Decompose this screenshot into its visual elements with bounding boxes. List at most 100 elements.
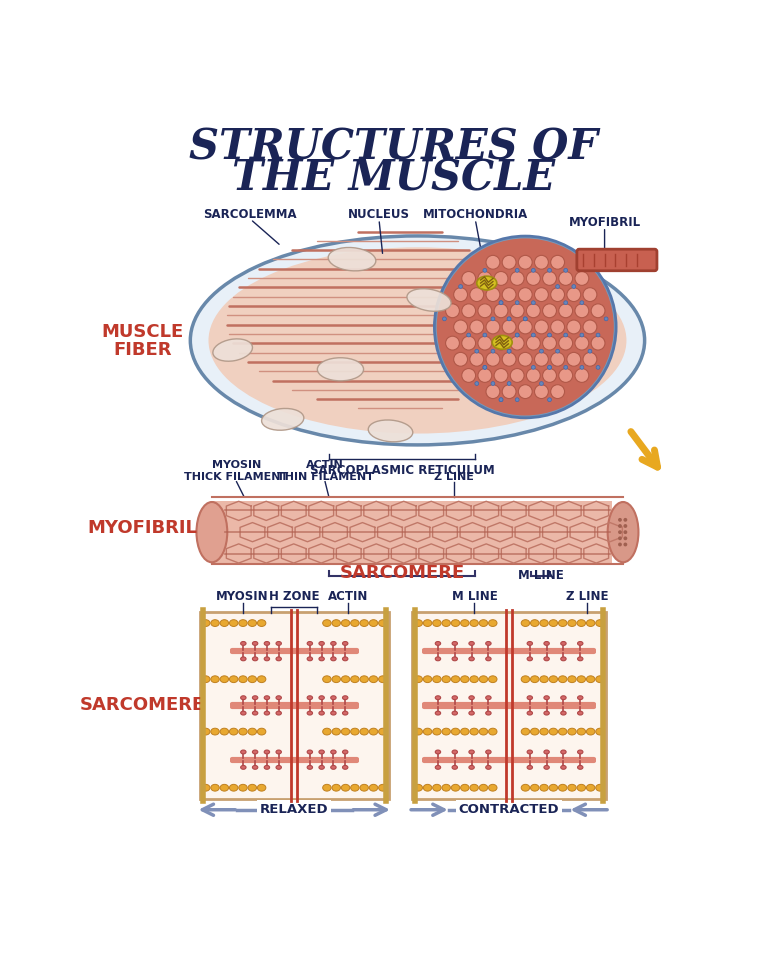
- Ellipse shape: [461, 729, 469, 735]
- Circle shape: [467, 333, 471, 337]
- Ellipse shape: [351, 620, 359, 627]
- Circle shape: [507, 317, 511, 321]
- Ellipse shape: [578, 750, 583, 754]
- Circle shape: [618, 530, 622, 534]
- Ellipse shape: [577, 620, 585, 627]
- Circle shape: [543, 336, 557, 350]
- Ellipse shape: [264, 641, 270, 645]
- Ellipse shape: [544, 641, 549, 645]
- Circle shape: [618, 542, 622, 546]
- Circle shape: [531, 300, 535, 304]
- Circle shape: [442, 317, 446, 321]
- Ellipse shape: [239, 676, 247, 683]
- Ellipse shape: [587, 676, 595, 683]
- Circle shape: [502, 255, 516, 269]
- Ellipse shape: [488, 676, 497, 683]
- Ellipse shape: [341, 676, 349, 683]
- Circle shape: [518, 255, 532, 269]
- Ellipse shape: [587, 620, 595, 627]
- Circle shape: [551, 255, 564, 269]
- Ellipse shape: [452, 765, 458, 769]
- Ellipse shape: [262, 408, 304, 430]
- Ellipse shape: [331, 750, 336, 754]
- Ellipse shape: [379, 729, 387, 735]
- Ellipse shape: [201, 729, 210, 735]
- Ellipse shape: [470, 676, 478, 683]
- Ellipse shape: [568, 729, 576, 735]
- Ellipse shape: [276, 696, 281, 700]
- Ellipse shape: [220, 784, 229, 791]
- Circle shape: [470, 352, 484, 366]
- Ellipse shape: [469, 750, 475, 754]
- Ellipse shape: [253, 641, 258, 645]
- Ellipse shape: [240, 765, 246, 769]
- Ellipse shape: [307, 641, 313, 645]
- Ellipse shape: [240, 711, 246, 715]
- Ellipse shape: [587, 729, 595, 735]
- Ellipse shape: [323, 676, 331, 683]
- Circle shape: [491, 284, 495, 288]
- Text: MYOFIBRIL: MYOFIBRIL: [568, 216, 641, 229]
- Circle shape: [486, 385, 500, 398]
- Ellipse shape: [488, 729, 497, 735]
- Circle shape: [548, 366, 551, 370]
- Ellipse shape: [239, 784, 247, 791]
- Ellipse shape: [568, 620, 576, 627]
- Ellipse shape: [276, 657, 281, 660]
- Circle shape: [478, 304, 492, 318]
- Ellipse shape: [332, 676, 340, 683]
- Ellipse shape: [540, 676, 548, 683]
- Circle shape: [548, 366, 551, 370]
- Circle shape: [575, 304, 589, 318]
- Ellipse shape: [276, 750, 281, 754]
- Ellipse shape: [253, 711, 258, 715]
- Circle shape: [483, 366, 487, 370]
- Text: Z LINE: Z LINE: [565, 589, 608, 603]
- Circle shape: [445, 304, 459, 318]
- Circle shape: [502, 288, 516, 301]
- Ellipse shape: [264, 657, 270, 660]
- Ellipse shape: [485, 711, 491, 715]
- Ellipse shape: [331, 696, 336, 700]
- Text: RELAXED: RELAXED: [260, 804, 329, 816]
- Circle shape: [499, 300, 503, 304]
- Circle shape: [624, 537, 627, 540]
- Ellipse shape: [521, 784, 530, 791]
- Ellipse shape: [407, 289, 451, 311]
- Ellipse shape: [360, 676, 369, 683]
- Ellipse shape: [220, 729, 229, 735]
- Circle shape: [564, 300, 568, 304]
- Ellipse shape: [452, 711, 458, 715]
- Ellipse shape: [531, 620, 539, 627]
- Circle shape: [494, 304, 508, 318]
- Circle shape: [526, 272, 540, 285]
- Circle shape: [515, 333, 519, 337]
- Ellipse shape: [452, 729, 460, 735]
- Ellipse shape: [240, 657, 246, 660]
- Circle shape: [510, 336, 524, 350]
- Circle shape: [502, 352, 516, 366]
- Ellipse shape: [452, 696, 458, 700]
- Ellipse shape: [558, 784, 567, 791]
- Ellipse shape: [544, 750, 549, 754]
- Circle shape: [543, 369, 557, 382]
- Ellipse shape: [264, 750, 270, 754]
- Ellipse shape: [360, 620, 369, 627]
- Circle shape: [458, 284, 462, 288]
- Circle shape: [515, 300, 519, 304]
- Circle shape: [556, 284, 560, 288]
- Circle shape: [499, 300, 503, 304]
- Ellipse shape: [341, 729, 349, 735]
- Bar: [200, 612, 389, 799]
- Ellipse shape: [492, 335, 512, 349]
- Circle shape: [551, 385, 564, 398]
- Ellipse shape: [331, 711, 336, 715]
- Ellipse shape: [587, 784, 595, 791]
- Ellipse shape: [253, 696, 258, 700]
- Ellipse shape: [578, 657, 583, 660]
- Ellipse shape: [527, 641, 532, 645]
- Ellipse shape: [210, 676, 220, 683]
- Ellipse shape: [544, 765, 549, 769]
- Ellipse shape: [596, 676, 604, 683]
- Circle shape: [572, 284, 576, 288]
